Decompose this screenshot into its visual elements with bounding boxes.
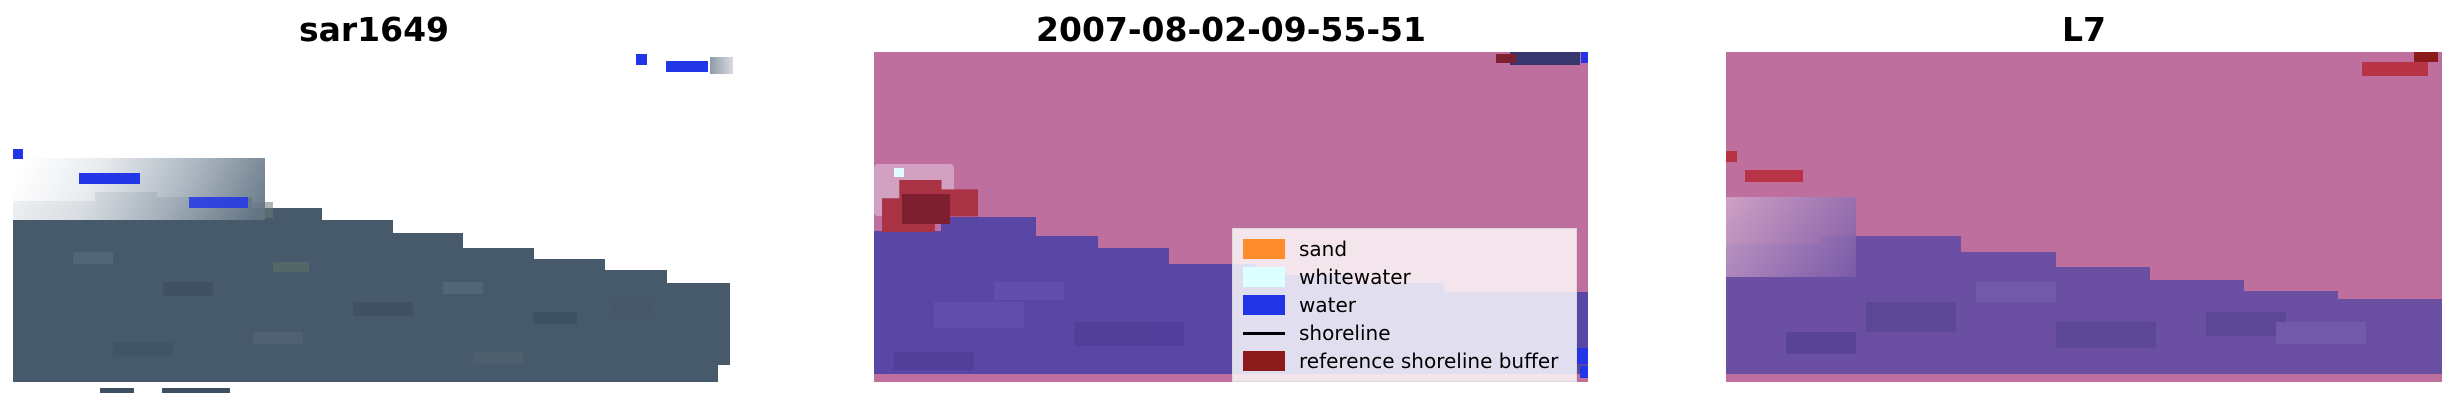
classified-water-pixel-topright <box>1581 52 1588 63</box>
legend-row: whitewater <box>1243 265 1566 289</box>
panel-classified: sand whitewater water shoreline reference sh… <box>874 52 1588 382</box>
sar-water-bar-left <box>79 173 140 184</box>
classified-buffer-patch-dark <box>902 194 950 224</box>
panel-title-l7: L7 <box>2062 10 2106 49</box>
l7-red-pixel-left <box>1726 151 1737 162</box>
legend-label: water <box>1299 293 1356 317</box>
water-swatch <box>1243 295 1285 315</box>
legend-row: shoreline <box>1243 321 1566 345</box>
classified-cyan-pixel <box>894 168 904 177</box>
legend-label: whitewater <box>1299 265 1411 289</box>
classified-navy-bar-topright <box>1510 52 1580 65</box>
l7-shore-gradient <box>1726 197 1856 277</box>
panel-sar <box>13 52 735 382</box>
panel-title-sar: sar1649 <box>298 10 450 49</box>
sar-water-bar-terrain <box>189 197 248 208</box>
shoreline-swatch <box>1243 331 1285 335</box>
legend-row: sand <box>1243 237 1566 261</box>
sar-terrain <box>13 192 730 382</box>
legend-row: reference shoreline buffer <box>1243 349 1566 373</box>
sar-gray-block-topright <box>710 57 733 74</box>
panel-l7 <box>1726 52 2442 382</box>
classified-water-texture <box>894 282 1184 370</box>
classified-water-pixel-right <box>1580 366 1588 378</box>
legend-label: shoreline <box>1299 321 1391 345</box>
sar-water-bar-topright <box>666 61 708 72</box>
classified-darkred-topright <box>1496 54 1516 63</box>
sar-water-pixel-left <box>13 149 23 159</box>
sand-swatch <box>1243 239 1285 259</box>
legend: sand whitewater water shoreline reference sh… <box>1232 228 1577 382</box>
classified-water-pixel-right <box>1576 348 1588 364</box>
l7-image <box>1726 236 2442 374</box>
l7-red-bar-topright <box>2362 62 2428 76</box>
sar-water-pixel-topright <box>636 54 647 65</box>
sar-shore-gradient <box>13 158 265 220</box>
legend-label: sand <box>1299 237 1348 261</box>
l7-darkred-topright <box>2414 52 2438 62</box>
l7-water-texture <box>1786 282 2366 354</box>
reference-shoreline-buffer-swatch <box>1243 351 1285 371</box>
legend-label: reference shoreline buffer <box>1299 349 1559 373</box>
sar-bottom-dash <box>100 388 134 393</box>
panel-title-classified: 2007-08-02-09-55-51 <box>1036 10 1426 49</box>
legend-row: water <box>1243 293 1566 317</box>
whitewater-swatch <box>1243 267 1285 287</box>
sar-bottom-dash <box>162 388 230 393</box>
l7-red-bar-left <box>1745 170 1803 182</box>
l7-water-region <box>1726 236 2442 374</box>
